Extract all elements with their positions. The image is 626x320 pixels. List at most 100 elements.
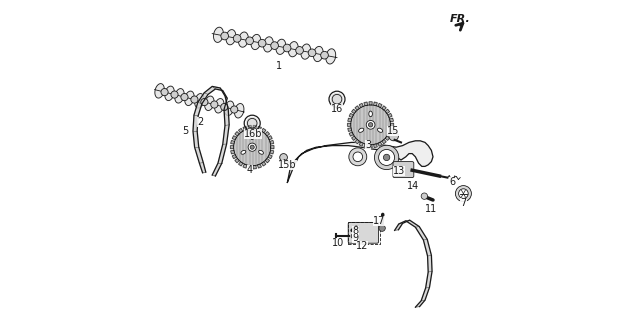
Circle shape [191,96,198,103]
Text: 15: 15 [387,126,400,136]
Polygon shape [175,89,184,103]
Polygon shape [155,84,164,98]
Polygon shape [326,49,336,64]
Polygon shape [243,164,247,168]
Polygon shape [374,102,377,106]
Circle shape [374,145,399,170]
Polygon shape [193,86,229,176]
Polygon shape [235,104,244,118]
Polygon shape [235,132,239,136]
Text: 6: 6 [449,177,455,188]
Text: 8: 8 [352,226,359,236]
Polygon shape [276,39,286,54]
Circle shape [421,193,428,199]
Polygon shape [257,164,262,168]
Polygon shape [226,30,236,45]
Polygon shape [351,105,391,145]
Polygon shape [270,146,274,149]
Polygon shape [248,125,251,129]
Text: 5: 5 [183,126,189,136]
Polygon shape [253,125,257,129]
Text: 9: 9 [352,233,359,244]
Polygon shape [364,102,367,106]
Circle shape [295,47,304,54]
Polygon shape [270,150,274,154]
Text: 4: 4 [247,165,253,175]
Circle shape [246,37,254,44]
Polygon shape [352,109,356,114]
Polygon shape [355,140,359,144]
Polygon shape [382,106,386,110]
Circle shape [161,89,168,96]
Polygon shape [301,44,310,59]
Text: 14: 14 [407,180,419,191]
Polygon shape [195,93,204,108]
Polygon shape [265,132,269,136]
FancyBboxPatch shape [348,222,379,243]
Ellipse shape [359,128,364,132]
Polygon shape [262,162,266,166]
Circle shape [221,103,228,111]
Polygon shape [388,132,392,136]
Polygon shape [235,158,239,163]
Polygon shape [289,42,298,57]
Polygon shape [347,123,351,126]
Polygon shape [268,136,272,140]
Polygon shape [225,101,234,116]
Circle shape [351,234,356,238]
Polygon shape [349,113,353,117]
Polygon shape [385,136,389,140]
Polygon shape [239,162,243,166]
Ellipse shape [250,134,254,140]
Circle shape [280,154,287,161]
Ellipse shape [369,111,372,117]
Polygon shape [394,220,432,307]
Polygon shape [248,165,251,169]
Polygon shape [231,140,235,144]
Text: 12: 12 [356,241,368,251]
Text: 10: 10 [332,237,344,248]
Text: 15b: 15b [278,160,297,170]
Circle shape [211,101,218,108]
Circle shape [321,52,329,59]
Polygon shape [264,37,274,52]
Circle shape [233,35,241,42]
Circle shape [369,123,372,127]
Circle shape [271,42,279,50]
Circle shape [366,120,375,129]
Circle shape [246,117,259,130]
Polygon shape [369,145,372,148]
Polygon shape [378,103,382,108]
Ellipse shape [241,150,246,154]
Polygon shape [364,144,367,148]
Circle shape [230,106,238,113]
Circle shape [308,49,316,57]
Circle shape [250,145,254,149]
Circle shape [201,99,208,106]
Polygon shape [205,96,214,110]
Polygon shape [185,91,194,106]
Ellipse shape [259,150,264,154]
Text: 1: 1 [276,60,282,71]
Polygon shape [391,123,394,126]
Circle shape [259,39,266,47]
Circle shape [455,186,471,202]
Polygon shape [270,140,274,144]
Polygon shape [314,46,323,61]
Circle shape [248,143,256,151]
Polygon shape [233,129,271,166]
Text: 3: 3 [365,140,371,150]
Polygon shape [359,142,363,146]
Polygon shape [231,150,235,154]
Polygon shape [352,136,356,140]
Polygon shape [359,103,363,108]
Polygon shape [374,144,377,148]
Circle shape [383,154,390,161]
Polygon shape [348,118,352,122]
Circle shape [459,189,468,198]
Polygon shape [369,102,372,105]
Polygon shape [239,32,249,47]
Ellipse shape [377,128,382,132]
Circle shape [221,32,228,40]
Polygon shape [382,140,386,144]
